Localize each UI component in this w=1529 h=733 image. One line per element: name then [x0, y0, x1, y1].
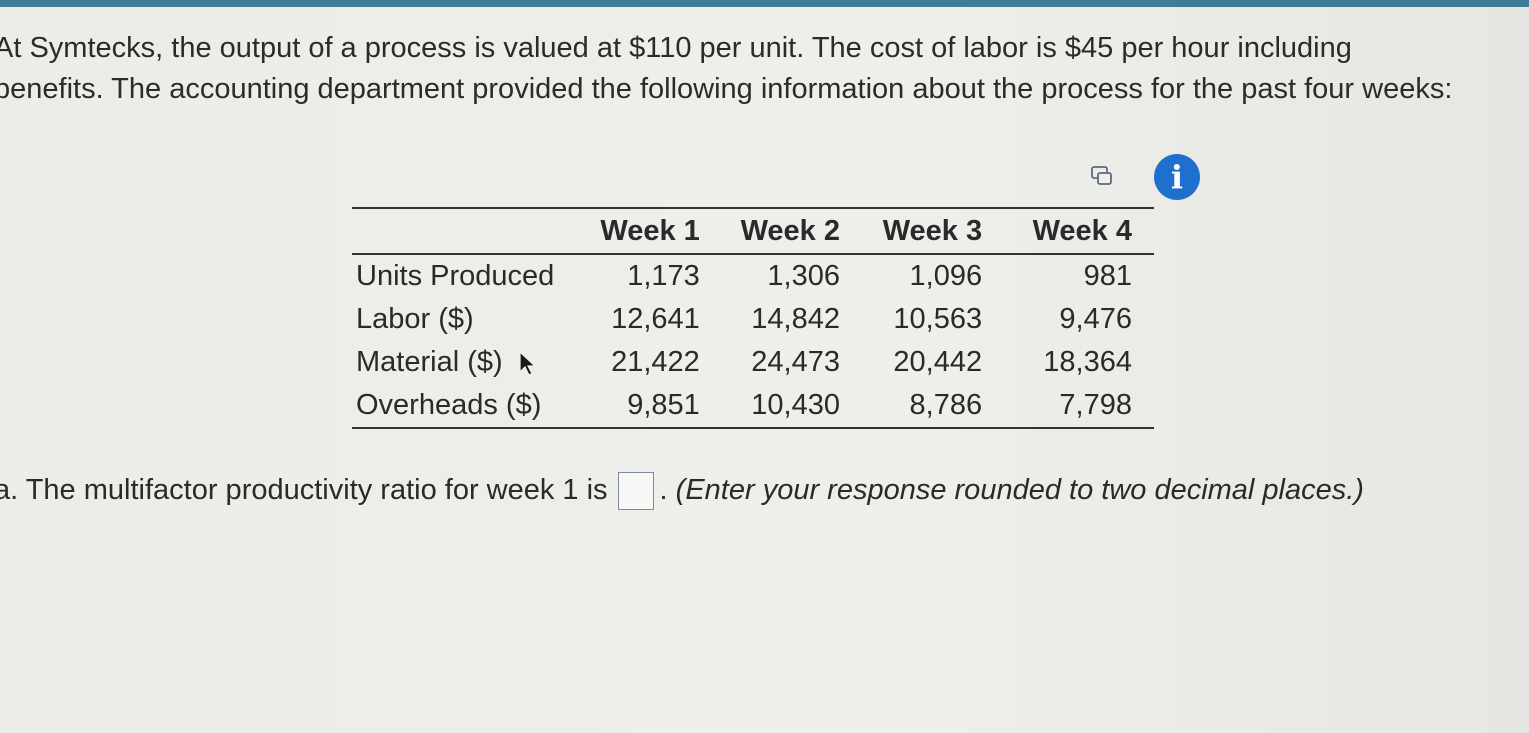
- question-prefix: a. The multifactor productivity ratio fo…: [0, 474, 608, 506]
- info-icon[interactable]: i: [1154, 154, 1200, 200]
- row-label-units-produced: Units Produced: [356, 260, 555, 292]
- question-suffix: .: [659, 474, 668, 506]
- data-table-container: Week 1 Week 2 Week 3 Week 4 Units Produc…: [352, 207, 1154, 429]
- table-cell: 24,473: [751, 346, 840, 378]
- table-row: Units Produced 1,173 1,306 1,096 981: [352, 255, 1154, 298]
- table-cell: 10,563: [893, 303, 983, 335]
- table-header-rule: [352, 253, 1154, 255]
- table-cell: 18,364: [1043, 346, 1132, 378]
- mouse-cursor-icon: [517, 350, 539, 377]
- table-cell: 10,430: [751, 389, 840, 421]
- copy-icon[interactable]: [1090, 164, 1114, 188]
- table-cell: 9,851: [627, 389, 700, 421]
- table-cell: 9,476: [1059, 303, 1132, 335]
- table-row: Overheads ($) 9,851 10,430 8,786 7,798: [352, 384, 1154, 427]
- table-cell: 1,096: [909, 260, 983, 292]
- answer-input[interactable]: [617, 472, 654, 511]
- process-data-table: Week 1 Week 2 Week 3 Week 4 Units Produc…: [352, 209, 1154, 427]
- table-row: Material ($) 21,422 24,473 20,442 18,364: [352, 341, 1154, 384]
- table-cell: 21,422: [611, 346, 700, 378]
- question-a: a. The multifactor productivity ratio fo…: [0, 470, 1364, 511]
- problem-intro: At Symtecks, the output of a process is …: [0, 32, 1453, 105]
- table-header-row: Week 1 Week 2 Week 3 Week 4: [352, 209, 1154, 253]
- table-cell: 14,842: [751, 303, 840, 335]
- header-week-2: Week 2: [740, 214, 840, 247]
- table-cell: 12,641: [611, 303, 700, 335]
- table-toolbar: i: [1090, 154, 1210, 200]
- table-bottom-rule: [352, 427, 1154, 429]
- row-label-material: Material ($): [352, 341, 591, 384]
- header-empty: [352, 209, 591, 253]
- table-cell: 1,306: [767, 260, 840, 292]
- table-cell: 20,442: [893, 346, 983, 378]
- header-week-1: Week 1: [600, 214, 700, 247]
- top-accent-bar: [0, 0, 1529, 7]
- table-cell: 981: [1083, 260, 1132, 292]
- table-cell: 8,786: [909, 389, 983, 421]
- question-hint: (Enter your response rounded to two deci…: [675, 474, 1364, 506]
- table-row: Labor ($) 12,641 14,842 10,563 9,476: [352, 298, 1154, 341]
- header-week-3: Week 3: [882, 214, 983, 247]
- row-label-overheads: Overheads ($): [356, 389, 542, 421]
- row-label-labor: Labor ($): [356, 303, 474, 335]
- table-cell: 7,798: [1059, 389, 1132, 421]
- row-label-material-text: Material ($): [356, 346, 503, 378]
- table-cell: 1,173: [627, 260, 700, 292]
- table-top-rule: [352, 207, 1154, 209]
- header-week-4: Week 4: [1032, 214, 1132, 247]
